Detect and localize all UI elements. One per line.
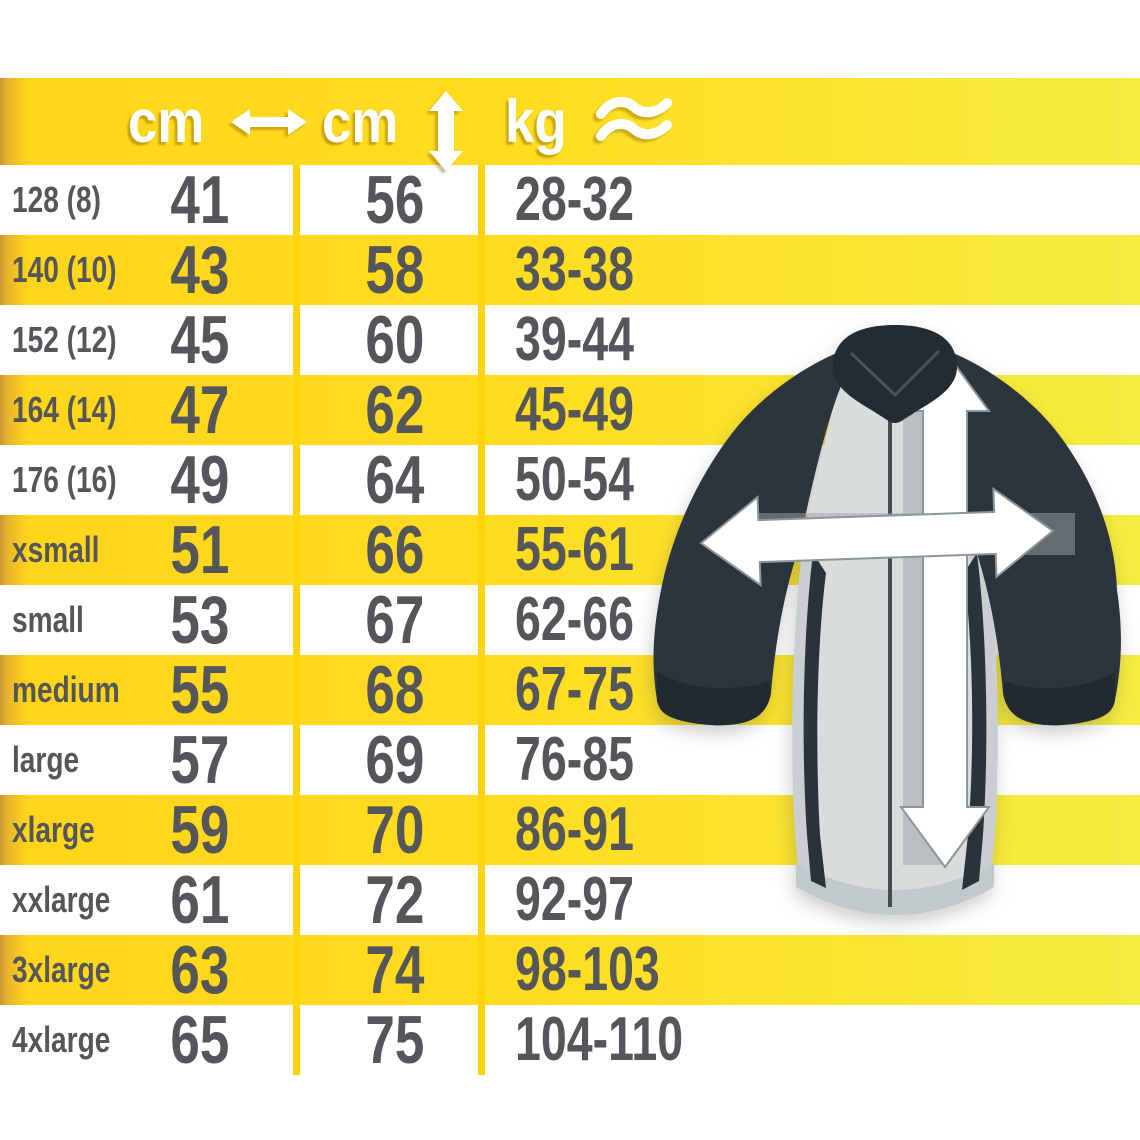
weight-range-value: 33-38 [515, 235, 634, 304]
size-label: medium [12, 669, 120, 710]
chest-width-value: 41 [169, 162, 229, 238]
chest-width-value: 61 [169, 862, 229, 938]
size-label: large [12, 739, 80, 780]
size-label: 128 (8) [12, 179, 101, 220]
size-label: 140 (10) [12, 249, 117, 290]
table-row: 4xlarge 65 75 104-110 [0, 1005, 1140, 1075]
jersey-illustration [653, 325, 1121, 915]
weight-range-value: 62-66 [515, 585, 634, 654]
chest-width-value: 43 [169, 232, 229, 308]
chest-width-value: 47 [169, 372, 229, 448]
header-col-chest-width: cm [128, 78, 309, 165]
column-separator [478, 165, 485, 1075]
weight-range-value: 39-44 [515, 305, 634, 374]
chest-width-value: 49 [169, 442, 229, 518]
chest-width-value: 53 [169, 582, 229, 658]
weight-range-value: 92-97 [515, 865, 634, 934]
weight-range-value: 55-61 [515, 515, 634, 584]
size-label: 152 (12) [12, 319, 117, 360]
weight-range-value: 98-103 [515, 935, 660, 1004]
length-value: 56 [364, 162, 424, 238]
length-value: 60 [364, 302, 424, 378]
length-value: 75 [364, 1002, 424, 1078]
length-value: 58 [364, 232, 424, 308]
size-label: small [12, 599, 84, 640]
chest-width-value: 51 [169, 512, 229, 588]
chest-width-value: 57 [169, 722, 229, 798]
table-header: cm cm kg [0, 78, 1140, 171]
header-col-length: cm [322, 78, 469, 171]
header-col-weight: kg [505, 78, 673, 165]
length-value: 70 [364, 792, 424, 868]
size-label: xxlarge [12, 879, 111, 920]
chest-width-value: 65 [169, 1002, 229, 1078]
size-label: xsmall [12, 529, 100, 570]
size-label: 3xlarge [12, 949, 111, 990]
weight-unit-label: kg [505, 87, 567, 155]
chest-width-unit-label: cm [128, 87, 205, 155]
approximately-icon [596, 96, 673, 141]
length-value: 64 [364, 442, 424, 518]
table-row: 3xlarge 63 74 98-103 [0, 935, 1140, 1005]
table-row: 128 (8) 41 56 28-32 [0, 165, 1140, 235]
size-label: xlarge [12, 809, 95, 850]
column-separator [293, 165, 300, 1075]
weight-range-value: 86-91 [515, 795, 634, 864]
length-value: 69 [364, 722, 424, 798]
table-row: 140 (10) 43 58 33-38 [0, 235, 1140, 305]
chest-width-value: 45 [169, 302, 229, 378]
length-value: 66 [364, 512, 424, 588]
length-value: 74 [364, 932, 424, 1008]
chest-width-value: 55 [169, 652, 229, 728]
size-label: 164 (14) [12, 389, 117, 430]
weight-range-value: 45-49 [515, 375, 634, 444]
weight-range-value: 104-110 [515, 1005, 684, 1074]
size-label: 4xlarge [12, 1019, 111, 1060]
jersey-hem [796, 863, 994, 915]
weight-range-value: 76-85 [515, 725, 634, 794]
chest-width-value: 59 [169, 792, 229, 868]
chest-width-measure-arrow [699, 486, 1055, 588]
length-value: 62 [364, 372, 424, 448]
left-right-arrow-icon [230, 108, 307, 135]
weight-range-value: 50-54 [515, 445, 634, 514]
weight-range-value: 28-32 [515, 165, 634, 234]
up-down-arrow-icon [428, 90, 463, 171]
length-value: 72 [364, 862, 424, 938]
jersey-collar [833, 325, 957, 423]
length-value: 68 [364, 652, 424, 728]
weight-range-value: 67-75 [515, 655, 634, 724]
size-label: 176 (16) [12, 459, 117, 500]
chest-width-value: 63 [169, 932, 229, 1008]
length-value: 67 [364, 582, 424, 658]
length-unit-label: cm [322, 87, 399, 155]
